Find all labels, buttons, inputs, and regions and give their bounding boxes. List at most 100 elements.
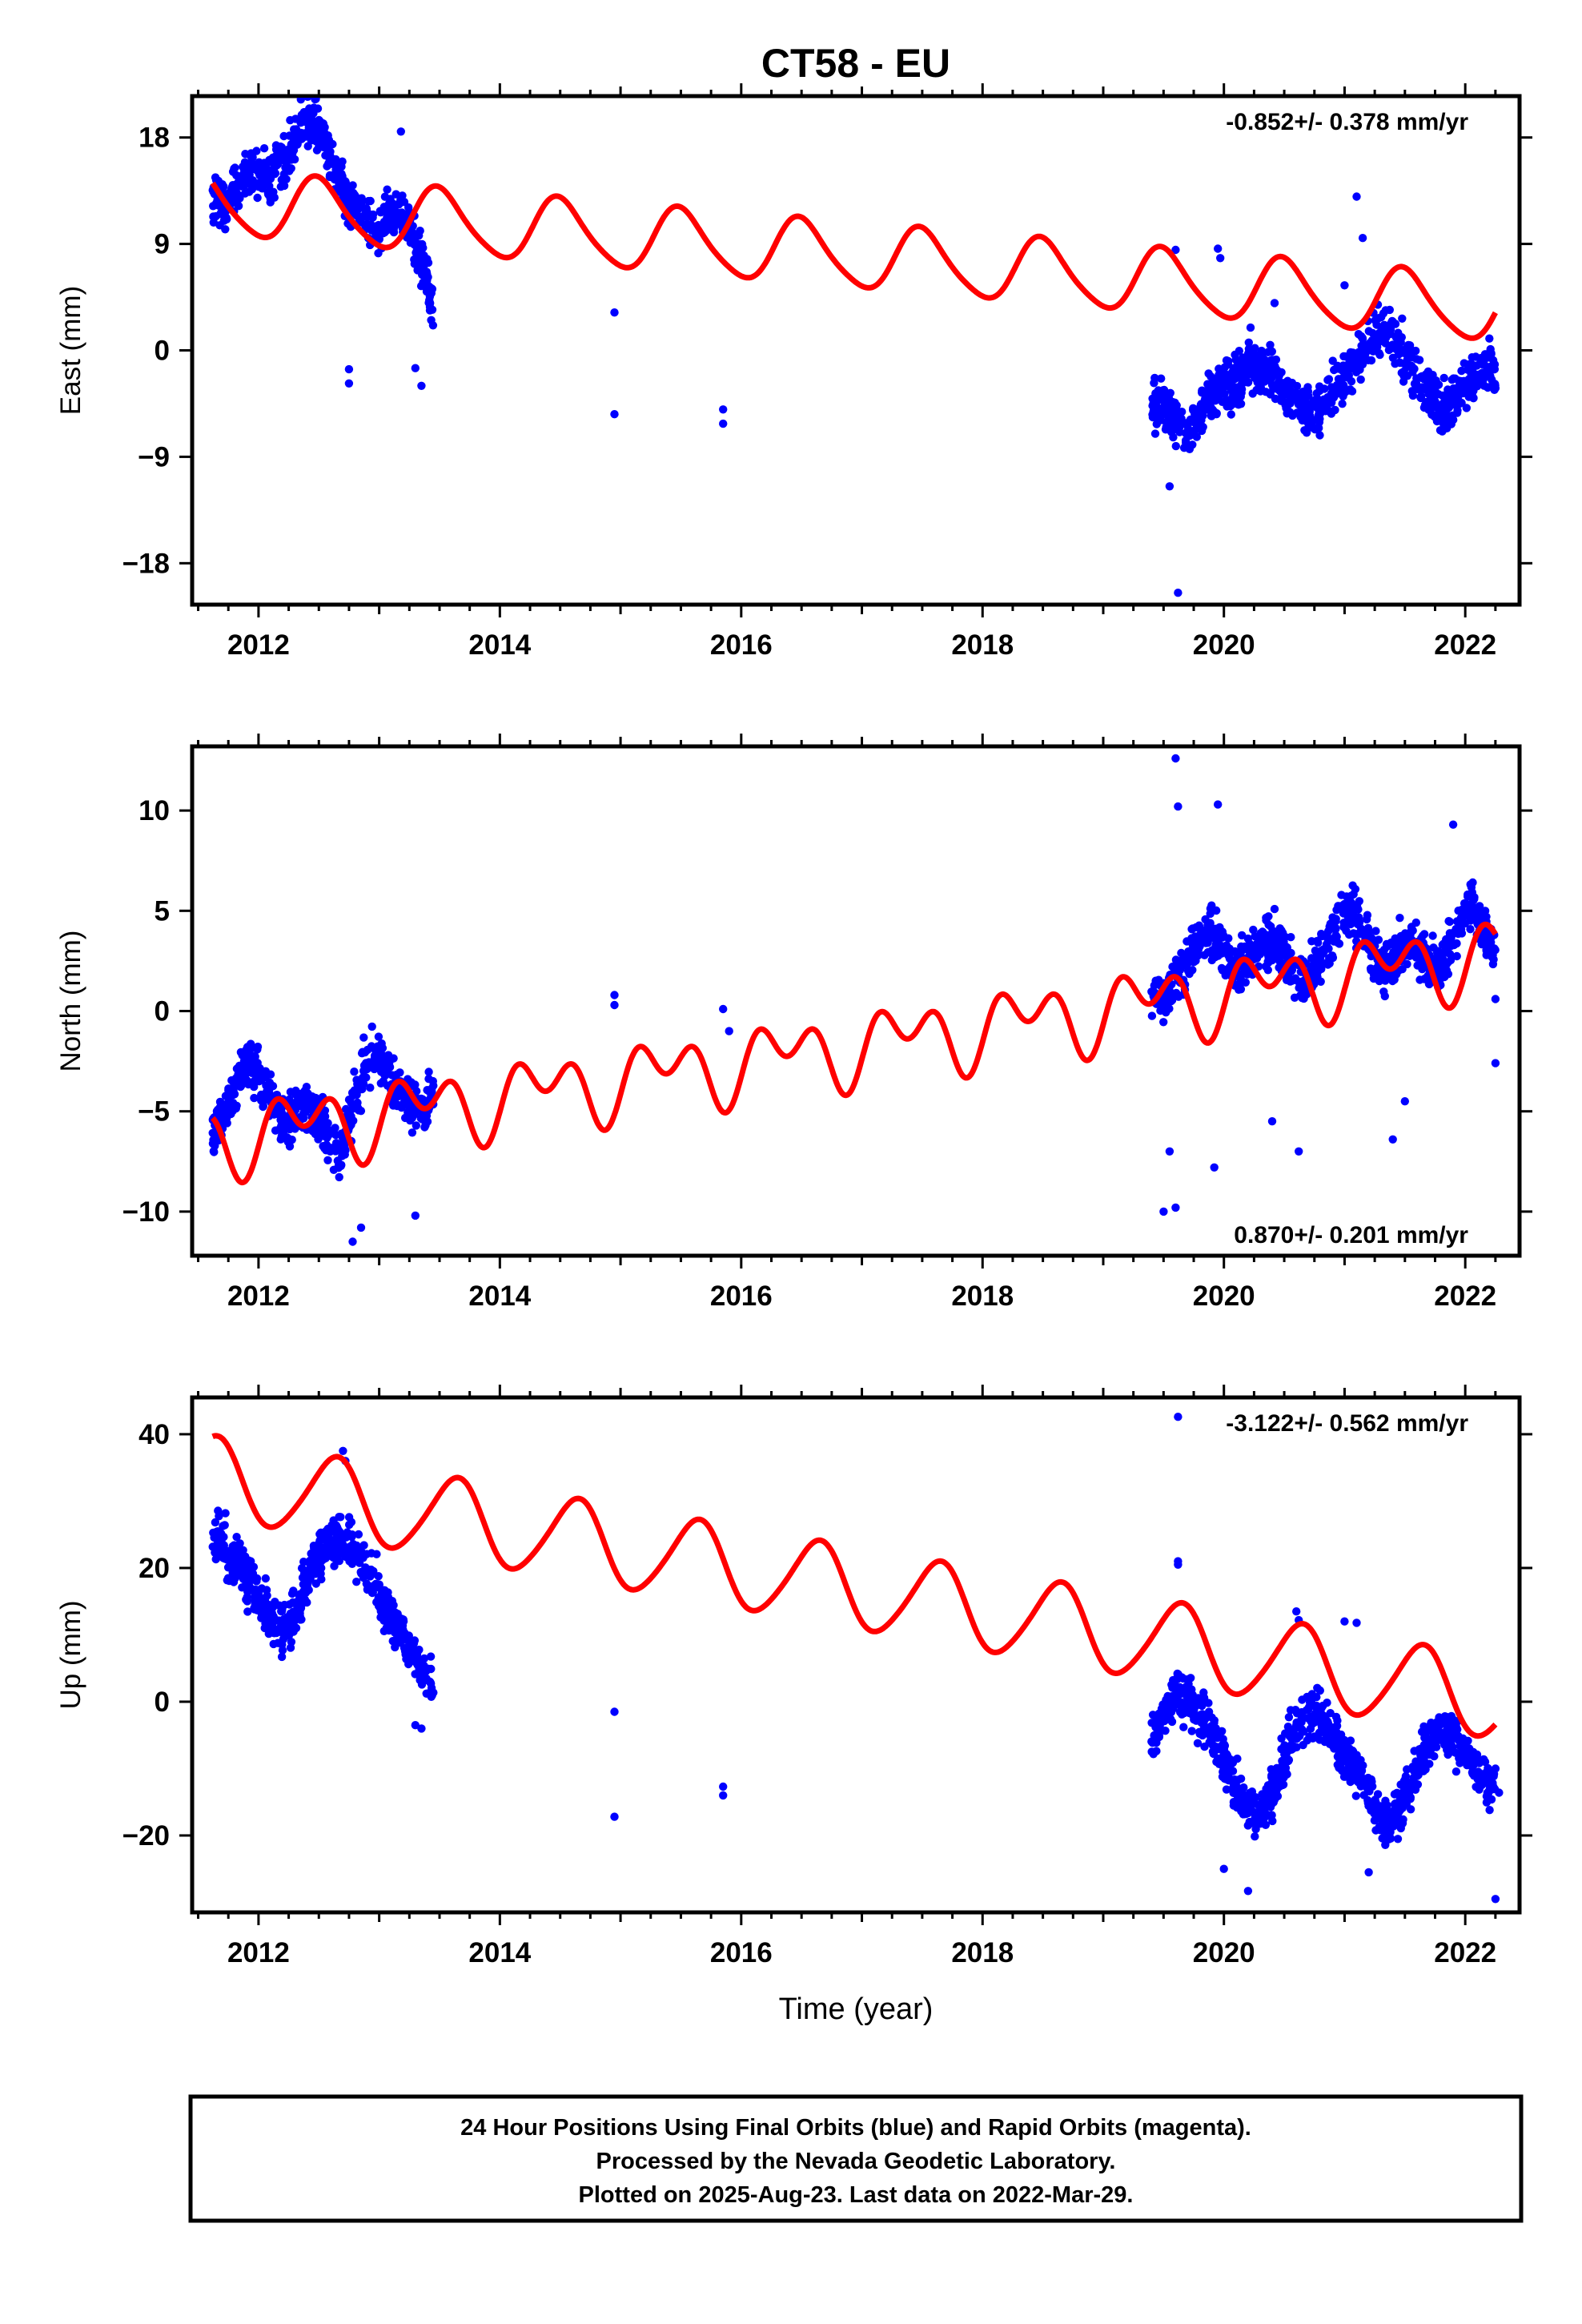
final-orbit-point [1426,376,1435,384]
final-orbit-point [1449,928,1458,938]
final-orbit-point [253,1045,262,1054]
final-orbit-point [1188,440,1197,449]
final-orbit-point [279,1120,289,1128]
final-orbit-point [389,199,398,209]
final-orbit-point [424,1068,433,1076]
final-orbit-point [367,1588,377,1598]
final-orbit-point [354,1530,363,1539]
final-orbit-point [412,1121,420,1130]
final-orbit-point [232,1078,242,1087]
final-orbit-point [1421,1765,1430,1774]
figure-title: CT58 - EU [761,41,950,86]
final-orbit-point [399,1099,408,1108]
final-orbit-point [1222,1759,1231,1767]
final-orbit-point [348,181,357,190]
final-orbit-point [1214,800,1223,809]
final-orbit-point [1295,1731,1304,1740]
final-orbit-point [389,1054,398,1063]
final-orbit-point [1315,418,1324,427]
final-orbit-point [412,1087,421,1096]
y-tick-label: 0 [155,336,170,367]
final-orbit-point [1391,934,1399,943]
final-orbit-point [1166,388,1175,397]
final-orbit-point [1377,312,1386,322]
final-orbit-point [1428,383,1437,392]
final-orbit-point [1398,938,1407,947]
final-orbit-point [1173,1669,1182,1679]
final-orbit-point [1241,378,1250,387]
final-orbit-point [219,1522,227,1530]
final-orbit-point [1380,970,1390,979]
final-orbit-point [1410,1747,1419,1755]
final-orbit-point [1303,417,1312,427]
final-orbit-point [1466,925,1475,934]
final-orbit-point [1163,997,1173,1006]
final-orbit-point [1229,364,1238,372]
final-orbit-point [1336,376,1345,385]
final-orbit-point [302,1083,311,1092]
final-orbit-point [1152,1747,1161,1755]
final-orbit-point [1211,939,1221,948]
final-orbit-point [251,1594,260,1603]
x-tick-label: 2020 [1193,629,1255,661]
final-orbit-point [290,1124,299,1132]
final-orbit-point [374,220,383,230]
final-orbit-point [1171,441,1181,451]
final-orbit-point [286,1088,295,1096]
final-orbit-point [1203,947,1213,957]
final-orbit-point [372,1550,381,1558]
final-orbit-point [317,1120,327,1128]
final-orbit-point [1230,1788,1239,1798]
final-orbit-point [1210,1163,1219,1172]
final-orbit-point [1323,376,1332,384]
final-orbit-point [412,1649,422,1659]
plot-frame [190,744,1522,1258]
final-orbit-point [1269,927,1279,936]
final-orbit-point [1352,192,1361,201]
final-orbit-point [1368,328,1377,338]
x-tick-label: 2012 [227,629,290,661]
final-orbit-point [1476,358,1485,367]
final-orbit-point [292,132,301,141]
final-orbit-point [1415,384,1424,393]
final-orbit-point [370,1055,379,1063]
final-orbit-point [367,1022,376,1031]
final-orbit-point [1181,951,1191,960]
final-orbit-point [1342,918,1351,927]
final-orbit-point [1206,381,1215,390]
final-orbit-point [1215,381,1223,391]
final-orbit-point [259,1096,268,1106]
final-orbit-point [1236,392,1246,401]
final-orbit-point [287,1589,297,1598]
final-orbit-point [263,1623,272,1633]
final-orbit-point [1439,1731,1448,1739]
final-orbit-point [1447,1728,1456,1737]
final-orbit-point [396,1091,405,1100]
final-orbit-point [1323,1699,1331,1707]
final-orbit-point [314,131,323,139]
final-orbit-point [1280,1741,1289,1750]
final-orbit-point [1267,934,1276,943]
final-orbit-point [1491,946,1500,955]
final-orbit-point [387,208,396,217]
final-orbit-point [1407,362,1416,371]
final-orbit-point [1415,356,1424,364]
final-orbit-point [405,1649,414,1658]
final-orbit-point [1233,356,1242,365]
final-orbit-point [1275,924,1284,933]
final-orbit-point [1383,942,1392,951]
final-orbit-point [1385,305,1395,315]
final-orbit-point [231,163,239,172]
x-tick-label: 2022 [1434,629,1496,661]
final-orbit-point [234,202,243,211]
final-orbit-point [1328,920,1337,930]
final-orbit-point [390,218,399,227]
final-orbit-point [1291,1706,1300,1715]
final-orbit-point [1323,933,1331,943]
final-orbit-point [1331,405,1339,415]
final-orbit-point [1264,958,1273,967]
final-orbit-point [1464,360,1474,369]
final-orbit-point [1457,929,1467,938]
final-orbit-point [1227,410,1236,419]
